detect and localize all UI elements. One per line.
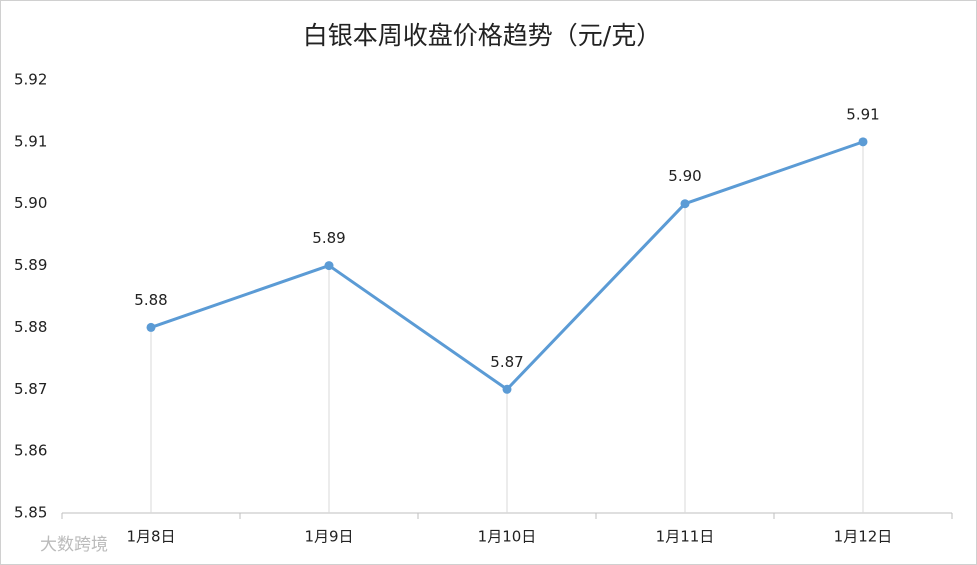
x-tick-label: 1月9日 <box>304 528 353 546</box>
y-tick-label: 5.90 <box>14 194 47 212</box>
point <box>146 322 156 332</box>
x-tick-label: 1月10日 <box>478 528 537 546</box>
y-tick-label: 5.87 <box>14 380 47 398</box>
data-label: 5.88 <box>134 291 167 309</box>
x-tick-label: 1月11日 <box>656 528 715 546</box>
point <box>502 384 512 394</box>
y-tick-label: 5.86 <box>14 442 47 460</box>
chart-title: 白银本周收盘价格趋势（元/克） <box>303 21 661 50</box>
point <box>858 137 868 147</box>
data-label: 5.90 <box>668 167 701 185</box>
data-label: 5.89 <box>312 229 345 247</box>
x-tick-label: 1月12日 <box>834 528 893 546</box>
y-tick-label: 5.85 <box>14 504 47 522</box>
x-tick-label: 1月8日 <box>126 528 175 546</box>
y-tick-label: 5.88 <box>14 318 47 336</box>
point <box>680 199 690 209</box>
data-label: 5.91 <box>846 105 879 123</box>
point <box>324 261 334 271</box>
y-tick-label: 5.91 <box>14 132 47 150</box>
data-label: 5.87 <box>490 353 523 371</box>
watermark: 大数跨境 <box>40 535 108 555</box>
y-tick-label: 5.92 <box>14 71 47 89</box>
y-tick-label: 5.89 <box>14 256 47 274</box>
